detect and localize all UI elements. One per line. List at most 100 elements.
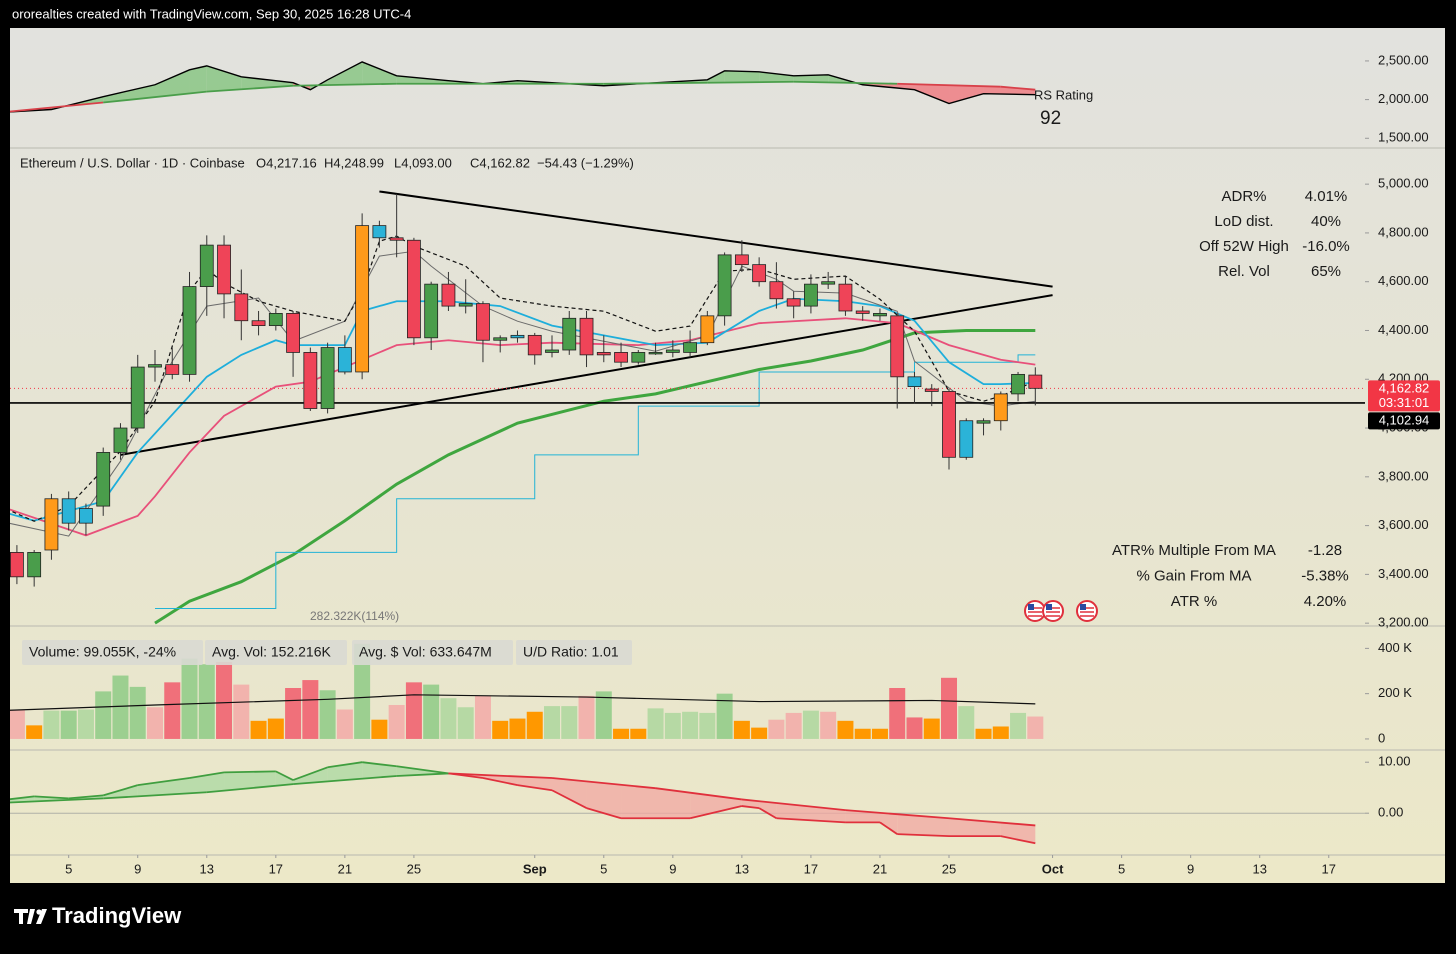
volume-bar xyxy=(146,707,163,739)
series-line-segment xyxy=(448,772,553,779)
series-line-segment xyxy=(707,80,794,84)
candle-body xyxy=(717,254,732,317)
price-countdown: 03:31:01 xyxy=(1379,395,1430,410)
volume-bar xyxy=(492,720,509,739)
volume-bar xyxy=(233,684,250,739)
chart-background xyxy=(10,28,1445,883)
volume-bar xyxy=(43,710,60,739)
series-line-segment xyxy=(482,777,518,787)
candle-body xyxy=(683,342,697,353)
candle-body xyxy=(527,334,542,356)
x-tick-label: 13 xyxy=(1252,861,1266,876)
series-line-segment xyxy=(293,775,397,786)
candle-body xyxy=(424,283,439,339)
candle-body xyxy=(372,225,387,239)
stat-value: 65% xyxy=(1311,263,1341,280)
candle-body xyxy=(993,393,1008,422)
price-badge xyxy=(1368,380,1440,412)
y-tick-label: 200 K xyxy=(1378,685,1412,700)
x-tick-label: 17 xyxy=(804,861,818,876)
volume-bar xyxy=(923,718,940,739)
candle-body xyxy=(890,315,905,378)
candle-body xyxy=(545,349,559,353)
stat-label: LoD dist. xyxy=(1214,213,1273,230)
y-tick-label: 1,500.00 xyxy=(1378,130,1429,145)
volume-bar xyxy=(871,728,888,739)
candle-body xyxy=(96,452,111,507)
series-line-segment xyxy=(103,791,207,800)
series-line-segment xyxy=(362,761,397,768)
y-tick-label: 3,400.00 xyxy=(1378,566,1429,581)
volume-bar xyxy=(354,643,371,739)
header-text: ororealties created with TradingView.com… xyxy=(12,6,411,21)
y-tick-label: 0 xyxy=(1378,730,1385,745)
series-line-segment xyxy=(327,761,363,769)
candle-body xyxy=(407,239,421,339)
volume-bar xyxy=(889,688,906,739)
series-line-segment xyxy=(517,784,553,792)
series-line-segment xyxy=(68,794,104,800)
candle-body xyxy=(79,508,93,524)
series-line-segment xyxy=(224,770,276,774)
cloud-fill xyxy=(293,767,328,785)
candle-body xyxy=(579,317,594,356)
volume-bar xyxy=(751,727,768,739)
rs-label: RS Rating xyxy=(1034,87,1093,102)
candle-body xyxy=(769,281,784,300)
volume-bar xyxy=(802,710,819,739)
x-tick-label: 17 xyxy=(1322,861,1336,876)
volume-bar xyxy=(544,706,560,739)
candle-body xyxy=(441,283,456,307)
series-line-segment xyxy=(586,807,622,820)
volume-legend-item: Volume: 99.055K, -24% xyxy=(29,644,176,660)
volume-legend-item: Avg. $ Vol: 633.647M xyxy=(359,644,492,660)
volume-bar xyxy=(820,711,837,739)
cloud-fill xyxy=(327,61,363,86)
volume-legend-item: U/D Ratio: 1.01 xyxy=(523,644,619,660)
series-line-segment xyxy=(551,789,587,809)
cloud-fill xyxy=(793,74,829,83)
candle-body xyxy=(268,313,283,327)
candle-body xyxy=(44,498,59,551)
candle-body xyxy=(821,281,836,285)
volume-bar xyxy=(112,675,129,739)
stat-label: ATR% Multiple From MA xyxy=(1112,542,1276,559)
stat-value: 40% xyxy=(1311,213,1341,230)
series-line-segment xyxy=(897,82,1001,88)
series-line-segment xyxy=(776,817,846,824)
y-tick-label: 5,000.00 xyxy=(1378,176,1429,191)
volume-bar xyxy=(716,693,733,739)
candle-body xyxy=(286,313,300,353)
y-tick-label: 0.00 xyxy=(1378,805,1403,820)
cloud-fill xyxy=(949,85,984,104)
cloud-fill xyxy=(206,65,242,92)
stat-value: 4.01% xyxy=(1305,188,1348,205)
candle-body xyxy=(217,244,231,295)
volume-bar xyxy=(129,686,146,739)
series-line-segment xyxy=(396,772,449,777)
stat-label: Rel. Vol xyxy=(1218,263,1270,280)
volume-bar xyxy=(405,682,422,739)
volume-bar xyxy=(388,704,405,739)
cloud-fill xyxy=(690,792,742,819)
volume-bar xyxy=(578,695,595,739)
x-tick-label: 21 xyxy=(873,861,887,876)
y-tick-label: 3,200.00 xyxy=(1378,615,1429,630)
volume-bar xyxy=(630,728,647,739)
series-line-segment xyxy=(655,787,742,801)
volume-bar xyxy=(336,709,353,739)
candle-body xyxy=(752,264,767,283)
candle-body xyxy=(199,244,214,287)
y-tick-label: 10.00 xyxy=(1378,754,1411,769)
volume-bar xyxy=(440,698,457,739)
volume-bar xyxy=(371,719,388,739)
candle-body xyxy=(648,352,663,355)
series-line-segment xyxy=(293,82,397,87)
candle-body xyxy=(27,552,42,578)
average-volume-line xyxy=(10,694,1036,711)
volume-bar xyxy=(664,712,681,739)
candle-body xyxy=(873,313,887,317)
x-tick-label: 13 xyxy=(735,861,749,876)
